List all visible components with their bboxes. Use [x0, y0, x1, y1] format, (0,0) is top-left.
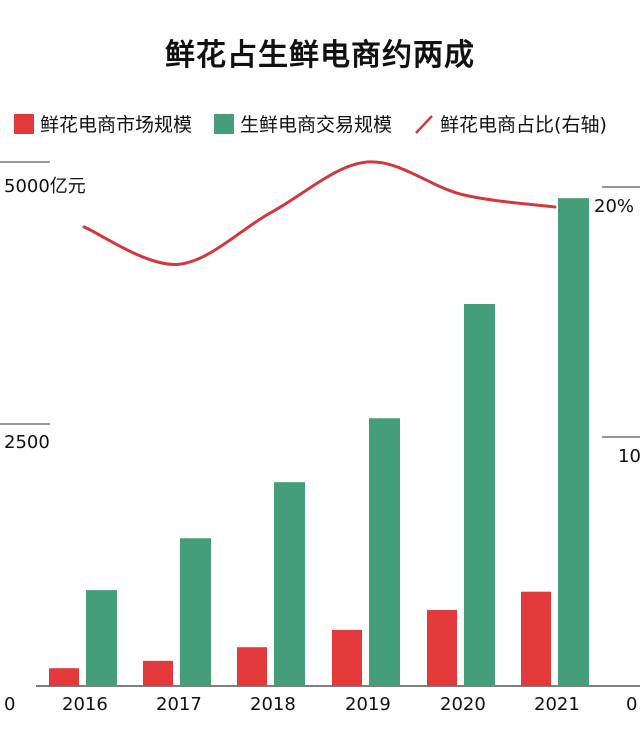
right-tick-20: 20%: [594, 196, 635, 217]
left-tick-5000: 5000亿元: [4, 176, 86, 197]
right-tick-0: 0: [626, 694, 638, 715]
bar-fresh-2021: [558, 198, 589, 686]
legend-item-fresh-market: 生鲜电商交易规模: [214, 110, 392, 137]
legend-label: 鲜花电商占比(右轴): [440, 114, 607, 136]
legend-swatch-red: [14, 113, 34, 134]
bar-flower-2018: [237, 647, 267, 686]
share-line: [82, 160, 557, 266]
bar-fresh-2020: [464, 304, 495, 686]
x-label-2016: 2016: [62, 694, 108, 715]
bar-flower-2017: [143, 660, 173, 686]
legend: 鲜花电商市场规模 生鲜电商交易规模 鲜花电商占比(右轴): [14, 110, 629, 137]
bar-flower-2016: [49, 668, 79, 686]
legend-label: 生鲜电商交易规模: [240, 114, 393, 136]
bar-flower-2019: [332, 629, 362, 686]
bar-fresh-2018: [274, 482, 305, 686]
left-tick-2500: 2500: [4, 432, 50, 453]
legend-label: 鲜花电商市场规模: [40, 114, 193, 136]
x-label-2018: 2018: [250, 694, 296, 715]
x-label-2019: 2019: [345, 694, 391, 715]
bar-fresh-2019: [369, 418, 400, 686]
left-tick-0: 0: [4, 694, 16, 715]
chart-title: 鲜花占生鲜电商约两成: [165, 38, 475, 73]
x-label-2021: 2021: [534, 694, 580, 715]
x-label-2020: 2020: [440, 694, 486, 715]
legend-swatch-green: [214, 113, 235, 134]
bar-flower-2021: [521, 591, 551, 686]
x-label-2017: 2017: [156, 694, 202, 715]
bar-fresh-2017: [180, 538, 211, 686]
right-tick-10: 10: [618, 446, 640, 467]
legend-item-share-line: 鲜花电商占比(右轴): [414, 110, 607, 137]
line-swatch-icon: [415, 114, 433, 134]
legend-item-flower-market: 鲜花电商市场规模: [14, 110, 192, 137]
bar-flower-2020: [427, 610, 457, 686]
bar-fresh-2016: [86, 590, 117, 686]
